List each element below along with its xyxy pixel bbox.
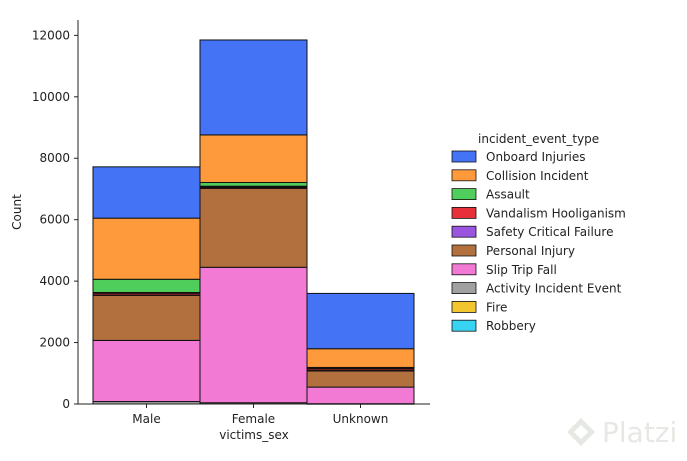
legend-swatch-safety-critical-failure bbox=[451, 225, 477, 238]
legend-swatch-personal-injury bbox=[451, 244, 477, 257]
legend-label-slip-trip-fall: Slip Trip Fall bbox=[486, 263, 557, 277]
bar-female-slip-trip-fall bbox=[199, 266, 308, 404]
legend-swatch-vandalism-hooliganism bbox=[451, 206, 477, 219]
bar-female-collision-incident bbox=[199, 134, 308, 184]
legend-swatch-slip-trip-fall bbox=[451, 263, 477, 276]
bar-male-assault bbox=[92, 278, 201, 293]
legend-label-collision-incident: Collision Incident bbox=[486, 169, 589, 183]
x-tick-label-unknown: Unknown bbox=[333, 412, 389, 426]
bar-male-collision-incident bbox=[92, 217, 201, 280]
legend-swatch-fire bbox=[451, 300, 477, 313]
y-tick-label: 10000 bbox=[32, 90, 70, 104]
legend-label-activity-incident-event: Activity Incident Event bbox=[486, 282, 622, 296]
y-tick-label: 0 bbox=[62, 397, 70, 411]
legend-label-safety-critical-failure: Safety Critical Failure bbox=[486, 225, 613, 239]
watermark-text: Platzi bbox=[602, 416, 677, 449]
axes-layer: 0 2000 4000 6000 8000 10000 12000 Male Female Unk… bbox=[10, 20, 430, 442]
bar-female-personal-injury bbox=[199, 187, 308, 268]
bar-unknown-collision-incident bbox=[306, 348, 415, 368]
y-tick-label: 8000 bbox=[39, 151, 70, 165]
legend-title: incident_event_type bbox=[478, 132, 599, 146]
legend: incident_event_type Onboard Injuries Colli… bbox=[451, 132, 626, 333]
platzi-logo-icon bbox=[567, 418, 595, 446]
x-tick-label-male: Male bbox=[132, 412, 160, 426]
bar-male-personal-injury bbox=[92, 294, 201, 341]
y-axis-label: Count bbox=[10, 194, 24, 230]
bar-unknown-onboard-injuries bbox=[306, 292, 415, 350]
bar-male-slip-trip-fall bbox=[92, 339, 201, 403]
legend-label-fire: Fire bbox=[486, 300, 507, 314]
legend-label-robbery: Robbery bbox=[486, 319, 536, 333]
legend-swatch-collision-incident bbox=[451, 169, 477, 182]
bar-female-assault bbox=[199, 182, 308, 187]
platzi-watermark: Platzi bbox=[567, 416, 677, 449]
y-tick-label: 2000 bbox=[39, 336, 70, 350]
y-tick-label: 6000 bbox=[39, 213, 70, 227]
legend-swatch-robbery bbox=[451, 319, 477, 332]
x-axis-label: victims_sex bbox=[219, 428, 289, 442]
bar-female-onboard-injuries bbox=[199, 39, 308, 136]
legend-swatch-onboard-injuries bbox=[451, 150, 477, 163]
bar-male-onboard-injuries bbox=[92, 166, 201, 219]
x-tick-label-female: Female bbox=[232, 412, 275, 426]
legend-label-personal-injury: Personal Injury bbox=[486, 244, 575, 258]
legend-label-assault: Assault bbox=[486, 188, 530, 202]
bars-layer bbox=[92, 39, 415, 405]
legend-swatch-activity-incident-event bbox=[451, 282, 477, 295]
legend-label-onboard-injuries: Onboard Injuries bbox=[486, 150, 586, 164]
bar-unknown-personal-injury bbox=[306, 370, 415, 388]
bar-unknown-slip-trip-fall bbox=[306, 386, 415, 405]
legend-label-vandalism-hooliganism: Vandalism Hooliganism bbox=[486, 206, 626, 220]
y-tick-label: 12000 bbox=[32, 28, 70, 42]
y-tick-label: 4000 bbox=[39, 274, 70, 288]
legend-swatch-assault bbox=[451, 188, 477, 201]
